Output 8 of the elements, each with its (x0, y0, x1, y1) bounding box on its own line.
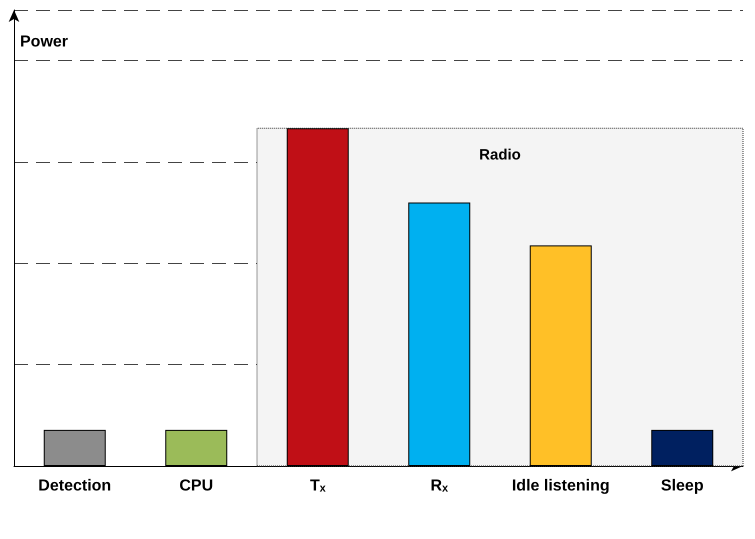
x-tick-label: Idle listening (512, 478, 610, 494)
x-tick-label: CPU (179, 478, 214, 494)
x-tick-label: Sleep (660, 478, 704, 494)
x-tick-label: Rₓ (430, 478, 448, 494)
x-tick-label: Tₓ (310, 478, 326, 494)
y-axis-title: Power (20, 34, 68, 50)
x-tick-label: Detection (38, 478, 112, 494)
band-label: Radio (479, 146, 521, 164)
